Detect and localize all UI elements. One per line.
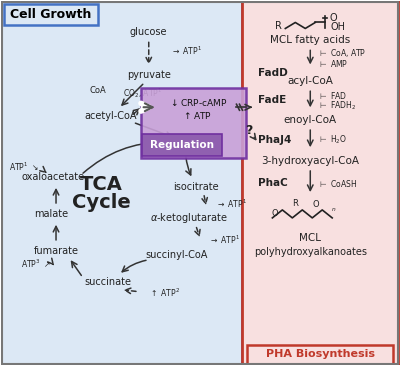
Text: ?: ? [245,124,252,137]
Text: O: O [329,14,337,23]
Text: $\downarrow$CRP-cAMP: $\downarrow$CRP-cAMP [170,97,228,108]
Text: $\vdash$ AMP: $\vdash$ AMP [318,58,348,69]
Bar [1,0,242,366]
Text: $\vdash$ H$_2$O: $\vdash$ H$_2$O [318,134,347,146]
Text: fumarate: fumarate [34,246,78,256]
Text: PhaJ4: PhaJ4 [258,135,292,145]
Text: PHA Biosynthesis: PHA Biosynthesis [266,350,375,359]
Text: O: O [313,201,320,209]
Text: MCL fatty acids: MCL fatty acids [270,36,350,45]
Text: $\vdash$ FADH$_2$: $\vdash$ FADH$_2$ [318,100,356,112]
Text: Cell Growth: Cell Growth [10,8,92,21]
Text: Cycle: Cycle [72,194,130,212]
Text: $\vdash$ CoASH: $\vdash$ CoASH [318,178,357,188]
Text: acetyl-CoA: acetyl-CoA [85,111,137,121]
Text: $\uparrow$ATP: $\uparrow$ATP [182,110,212,121]
Bar [242,0,400,366]
Text: oxaloacetate: oxaloacetate [22,172,84,182]
Text: isocitrate: isocitrate [173,182,218,192]
Text: glucose: glucose [130,27,168,37]
Text: malate: malate [34,209,68,219]
Text: citrate: citrate [172,141,204,151]
Text: PhaC: PhaC [258,178,288,188]
FancyBboxPatch shape [248,344,393,365]
Text: Regulation: Regulation [150,140,214,150]
Text: FadD: FadD [258,68,288,78]
Text: ATP$^3$ $\nearrow$: ATP$^3$ $\nearrow$ [21,258,51,270]
FancyBboxPatch shape [4,4,98,26]
Text: TCA: TCA [80,175,122,194]
Text: R: R [275,22,282,31]
Text: acyl-CoA: acyl-CoA [287,76,333,86]
Text: $\vdash$ FAD: $\vdash$ FAD [318,90,347,101]
Text: OH: OH [330,22,345,33]
Text: R: R [292,199,298,209]
FancyBboxPatch shape [142,134,222,156]
Text: $\rightarrow$ ATP$^1$: $\rightarrow$ ATP$^1$ [171,44,202,57]
Text: pyruvate: pyruvate [127,70,171,80]
Text: $\uparrow$ ATP$^2$: $\uparrow$ ATP$^2$ [149,287,180,299]
Text: $_n$: $_n$ [332,205,337,214]
FancyBboxPatch shape [141,88,246,158]
Text: enoyl-CoA: enoyl-CoA [284,115,337,125]
Text: $\vdash$ CoA, ATP: $\vdash$ CoA, ATP [318,47,366,59]
Text: O: O [271,209,278,219]
Text: MCL: MCL [299,233,321,243]
Text: CO$_2$, ATP$^1$: CO$_2$, ATP$^1$ [123,86,162,100]
Text: polyhydroxyalkanoates: polyhydroxyalkanoates [254,247,367,257]
Text: $\rightarrow$ ATP$^1$: $\rightarrow$ ATP$^1$ [216,198,247,210]
Text: $\rightarrow$ ATP$^1$: $\rightarrow$ ATP$^1$ [208,234,240,246]
Text: CoA: CoA [89,86,106,95]
Text: succinyl-CoA: succinyl-CoA [146,250,208,260]
Text: ATP$^1$ $\searrow$: ATP$^1$ $\searrow$ [9,161,39,173]
Text: 3-hydroxyacyl-CoA: 3-hydroxyacyl-CoA [261,156,359,166]
Text: succinate: succinate [84,277,131,287]
Text: FadE: FadE [258,95,287,105]
Text: $\alpha$-ketoglutarate: $\alpha$-ketoglutarate [150,211,228,225]
